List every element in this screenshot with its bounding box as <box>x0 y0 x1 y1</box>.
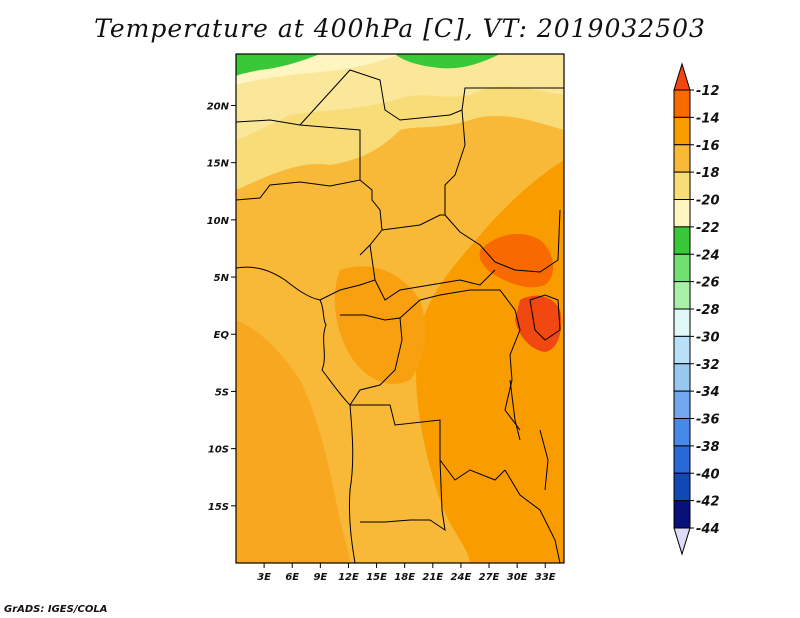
colorbar: -12 -14 -16 -18 -20 -22 -24 -26 -28 -30 -32 -34 -36 -… <box>673 62 720 556</box>
colorbar-swatch <box>673 472 691 502</box>
lat-tick-label: EQ <box>214 330 230 341</box>
lat-tick-label: 20N <box>207 101 230 112</box>
border-egypt <box>461 87 564 111</box>
colorbar-label: -14 <box>696 111 720 126</box>
colorbar-label: -36 <box>696 413 720 428</box>
country-borders <box>236 69 564 563</box>
colorbar-swatch <box>673 363 691 392</box>
border-car-north <box>381 214 445 231</box>
colorbar-label: -32 <box>696 358 720 373</box>
colorbar-swatch <box>673 390 691 419</box>
colorbar-swatch <box>673 335 691 365</box>
border-chad-sudan <box>299 69 561 273</box>
colorbar-swatch <box>673 308 691 337</box>
lat-tick-label: 15S <box>208 502 229 513</box>
field-band-12-a <box>479 233 554 288</box>
colorbar-label: -12 <box>696 84 720 99</box>
colorbar-swatch <box>673 281 691 310</box>
colorbar-label: -34 <box>696 385 720 400</box>
lat-tick-label: 5S <box>215 387 229 398</box>
lon-tick-label: 30E <box>507 572 528 583</box>
colorbar-bottom-arrow <box>673 527 691 556</box>
lon-tick-label: 18E <box>394 572 415 583</box>
colorbar-swatch <box>673 171 691 200</box>
lon-tick-label: 15E <box>366 572 387 583</box>
field-band-20 <box>236 54 564 140</box>
colorbar-label: -44 <box>696 522 720 537</box>
border-drc-east <box>399 289 521 431</box>
longitude-ticks: 3E 6E 9E 12E 15E 18E 21E 24E 27E 30E 33E <box>257 563 556 583</box>
lat-tick-label: 10S <box>208 445 229 456</box>
colorbar-label: -26 <box>696 276 720 291</box>
colorbar-swatch <box>673 116 691 146</box>
field-band-15-west <box>236 320 350 563</box>
map-title: Temperature at 400hPa [C], VT: 201903250… <box>94 14 706 43</box>
colorbar-label: -24 <box>696 248 720 263</box>
lon-tick-label: 21E <box>422 572 443 583</box>
colorbar-label: -16 <box>696 139 720 154</box>
colorbar-label: -40 <box>696 467 720 482</box>
colorbar-label: -20 <box>696 194 720 209</box>
lon-tick-label: 24E <box>451 572 472 583</box>
colorbar-label: -42 <box>696 495 720 510</box>
colorbar-swatch <box>673 144 691 173</box>
latitude-ticks: 20N 15N 10N 5N EQ 5S 10S 15S <box>207 101 236 513</box>
lake-victoria <box>529 294 561 341</box>
colorbar-swatch <box>673 253 691 283</box>
grads-credit: GrADS: IGES/COLA <box>4 604 108 615</box>
lat-tick-label: 10N <box>207 216 230 227</box>
colorbar-swatch <box>673 199 691 228</box>
colorbar-top-arrow <box>673 62 691 91</box>
border-sahel <box>236 179 383 256</box>
lon-tick-label: 27E <box>479 572 500 583</box>
colorbar-label: -28 <box>696 303 720 318</box>
lon-tick-label: 3E <box>257 572 271 583</box>
field-band-24-east <box>395 54 500 69</box>
border-congo <box>340 314 403 406</box>
colorbar-label: -22 <box>696 221 720 236</box>
colorbar-label: -18 <box>696 166 720 181</box>
lake-malawi <box>539 429 549 491</box>
colorbar-label: -30 <box>696 330 720 345</box>
colorbar-label: -38 <box>696 440 720 455</box>
field-band-12-b <box>515 295 562 352</box>
temperature-field <box>236 54 564 563</box>
border-mozambique <box>504 469 561 563</box>
colorbar-swatch <box>673 500 691 529</box>
border-car-south <box>369 244 496 301</box>
border-cameroon <box>319 279 376 301</box>
west-coastline <box>236 266 356 563</box>
colorbar-swatch <box>673 445 691 474</box>
lat-tick-label: 15N <box>207 159 230 170</box>
plot-frame <box>235 53 565 564</box>
border-namibia <box>360 459 446 532</box>
lat-tick-label: 5N <box>214 273 230 284</box>
field-band-24-west <box>236 54 320 76</box>
lon-tick-label: 9E <box>313 572 327 583</box>
lon-tick-label: 6E <box>285 572 299 583</box>
colorbar-swatch <box>673 89 691 118</box>
lake-tanganyika <box>509 379 521 441</box>
lon-tick-label: 33E <box>535 572 556 583</box>
lon-tick-label: 12E <box>338 572 359 583</box>
colorbar-swatch <box>673 418 691 447</box>
field-band-14-central <box>334 266 426 384</box>
colorbar-swatch <box>673 226 691 255</box>
